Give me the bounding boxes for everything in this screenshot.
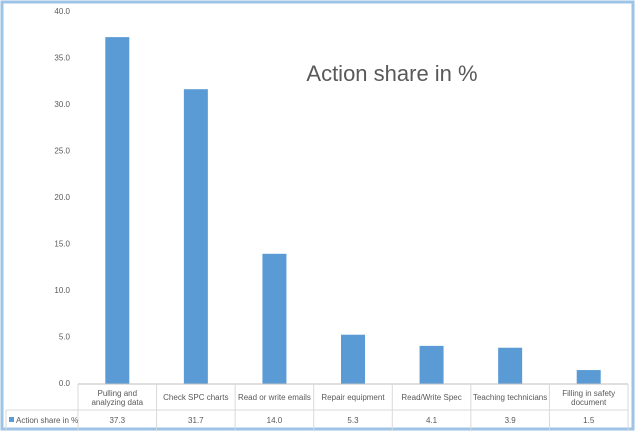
y-tick-label: 15.0 <box>54 240 70 249</box>
bar <box>419 345 444 384</box>
y-tick-label: 20.0 <box>54 193 70 202</box>
chart-title: Action share in % <box>306 61 477 86</box>
y-tick-label: 0.0 <box>59 379 71 388</box>
y-tick-label: 10.0 <box>54 286 70 295</box>
x-tick-label: Check SPC charts <box>163 393 229 402</box>
bar <box>576 370 601 384</box>
x-tick-label: Read or write emails <box>237 393 311 402</box>
data-label: 5.3 <box>347 416 359 425</box>
y-tick-label: 5.0 <box>59 333 71 342</box>
data-label: 37.3 <box>109 416 126 425</box>
bar <box>498 347 523 384</box>
data-label: 3.9 <box>504 416 516 425</box>
x-tick-label: Read/Write Spec <box>401 393 462 402</box>
y-tick-label: 40.0 <box>54 7 70 16</box>
y-tick-label: 35.0 <box>54 54 70 63</box>
y-tick-label: 25.0 <box>54 147 70 156</box>
legend-key <box>9 417 14 422</box>
bar <box>262 253 287 384</box>
legend-label: Action share in % <box>16 416 79 425</box>
x-tick-label: Teaching technicians <box>472 393 548 402</box>
data-label: 4.1 <box>426 416 438 425</box>
bar <box>183 89 208 384</box>
bar <box>341 334 365 384</box>
data-label: 31.7 <box>188 416 204 425</box>
x-tick-label: Pulling and analyzing data <box>91 388 144 407</box>
data-label: 14.0 <box>266 416 283 425</box>
bar <box>105 37 130 385</box>
data-label: 1.5 <box>583 416 595 425</box>
x-tick-label: Repair equipment <box>321 393 385 402</box>
y-tick-label: 30.0 <box>54 100 70 109</box>
x-tick-label: Filling in safety document <box>562 388 616 407</box>
